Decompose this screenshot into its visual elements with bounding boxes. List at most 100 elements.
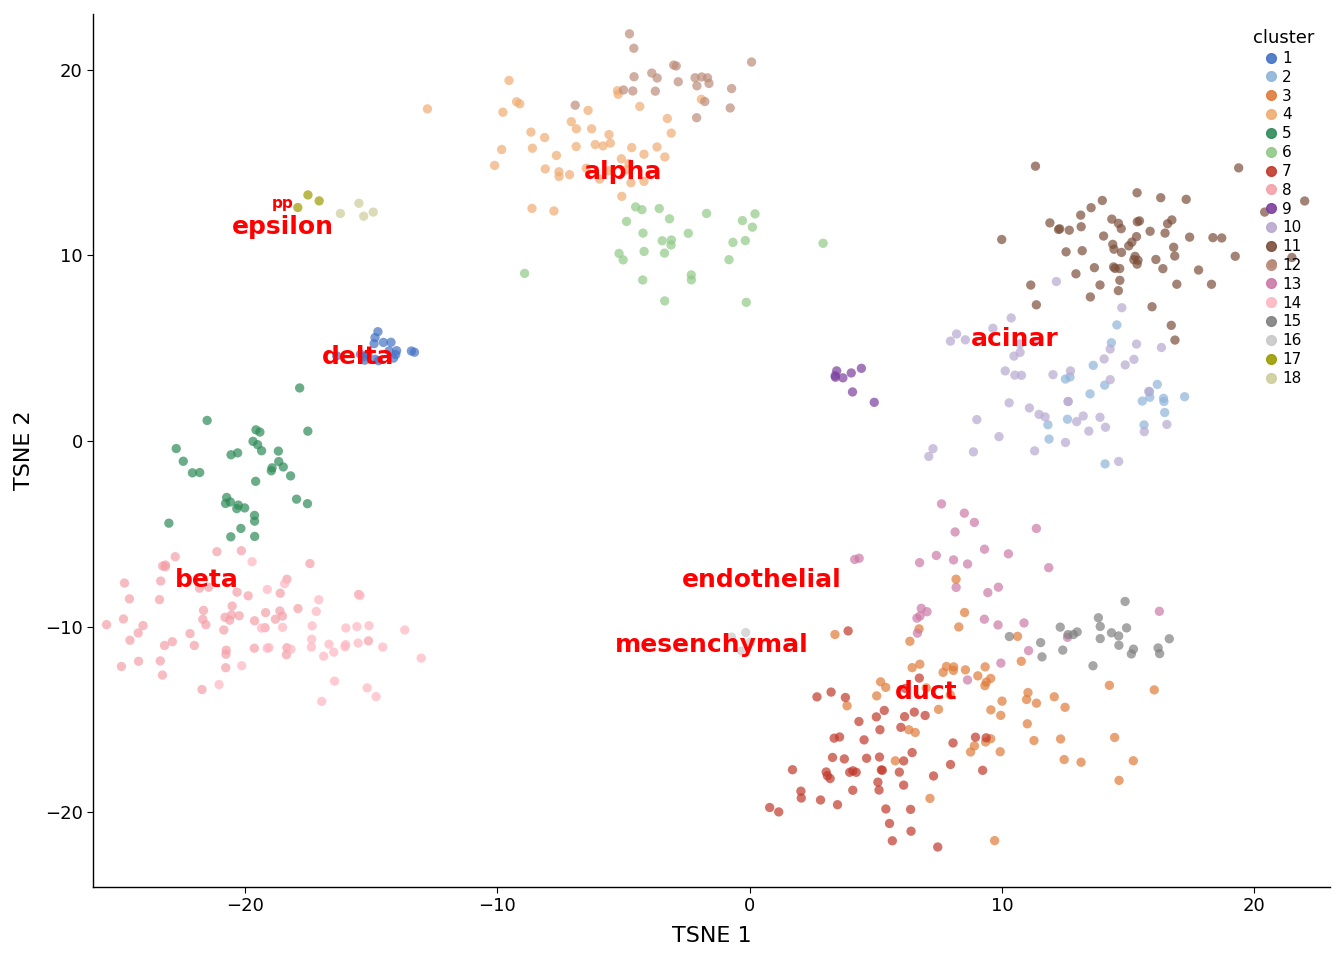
Point bbox=[1138, 384, 1160, 399]
Y-axis label: TSNE 2: TSNE 2 bbox=[13, 411, 34, 490]
Point bbox=[1070, 755, 1091, 770]
Point bbox=[868, 782, 890, 798]
Point bbox=[863, 395, 884, 410]
Point bbox=[1118, 238, 1140, 253]
Point bbox=[190, 465, 211, 480]
Point bbox=[521, 140, 543, 156]
Point bbox=[884, 754, 906, 769]
Point bbox=[1126, 228, 1148, 244]
Point bbox=[1141, 300, 1163, 315]
Point bbox=[641, 65, 663, 81]
Point bbox=[982, 321, 1004, 336]
Point bbox=[1030, 635, 1051, 650]
Point bbox=[153, 637, 175, 653]
Point bbox=[560, 114, 582, 130]
Point bbox=[297, 496, 319, 512]
Point bbox=[1109, 261, 1130, 276]
Point bbox=[646, 70, 668, 85]
Point bbox=[1101, 335, 1122, 350]
Point bbox=[271, 609, 293, 624]
Point bbox=[208, 677, 230, 692]
Point bbox=[1107, 454, 1129, 469]
Point bbox=[1103, 242, 1125, 257]
Point bbox=[871, 762, 892, 778]
Point bbox=[1052, 642, 1074, 658]
Point bbox=[991, 231, 1012, 247]
Point bbox=[329, 205, 351, 221]
Point bbox=[745, 206, 766, 222]
Point bbox=[267, 444, 289, 459]
Point bbox=[1025, 520, 1047, 536]
Point bbox=[1149, 646, 1171, 661]
Point bbox=[265, 612, 286, 627]
Point bbox=[289, 380, 310, 396]
Point bbox=[739, 635, 761, 650]
Point bbox=[1149, 604, 1171, 619]
Point bbox=[366, 689, 387, 705]
Point bbox=[505, 94, 527, 109]
Point bbox=[192, 612, 214, 627]
Point bbox=[1106, 317, 1128, 332]
Point bbox=[617, 162, 638, 178]
Point bbox=[214, 610, 235, 625]
Point bbox=[1017, 684, 1039, 700]
Point bbox=[1048, 222, 1070, 237]
Point bbox=[1054, 700, 1075, 715]
Point bbox=[269, 603, 290, 618]
Point bbox=[234, 500, 255, 516]
Point bbox=[659, 211, 680, 227]
Point bbox=[848, 551, 870, 566]
Point bbox=[620, 175, 641, 190]
Point bbox=[323, 644, 344, 660]
Point bbox=[164, 549, 185, 564]
Point bbox=[720, 81, 742, 96]
Point bbox=[939, 687, 961, 703]
Point bbox=[245, 473, 266, 489]
Point bbox=[1082, 358, 1103, 373]
Point bbox=[999, 396, 1020, 411]
Point bbox=[649, 201, 671, 216]
Point bbox=[308, 592, 329, 608]
Point bbox=[935, 659, 957, 674]
Point bbox=[215, 642, 237, 658]
Point bbox=[230, 520, 251, 536]
Point bbox=[696, 70, 718, 85]
Point bbox=[1150, 340, 1172, 355]
Point bbox=[918, 448, 939, 464]
Point bbox=[841, 782, 863, 798]
Point bbox=[128, 625, 149, 640]
Point bbox=[1153, 391, 1175, 406]
Point bbox=[1262, 256, 1284, 272]
Point bbox=[1058, 394, 1079, 409]
Point bbox=[227, 445, 249, 461]
Point bbox=[566, 121, 587, 136]
Point bbox=[1126, 256, 1148, 272]
Point bbox=[837, 623, 859, 638]
Point bbox=[310, 694, 332, 709]
Point bbox=[668, 74, 689, 89]
Point bbox=[867, 775, 888, 790]
Point bbox=[939, 756, 961, 772]
Point bbox=[665, 59, 687, 74]
Point bbox=[992, 693, 1013, 708]
Point bbox=[621, 140, 642, 156]
Point bbox=[1101, 625, 1122, 640]
Point bbox=[720, 630, 742, 645]
Point bbox=[976, 675, 997, 690]
Point bbox=[888, 764, 910, 780]
Point bbox=[973, 612, 995, 627]
Point bbox=[401, 344, 422, 359]
Point bbox=[243, 529, 265, 544]
Point bbox=[543, 204, 564, 219]
Point bbox=[364, 330, 386, 346]
Point bbox=[1126, 185, 1148, 201]
Point bbox=[691, 91, 712, 107]
Point bbox=[968, 668, 989, 684]
Point bbox=[261, 463, 282, 478]
Point bbox=[824, 368, 845, 383]
Point bbox=[214, 622, 235, 637]
Point bbox=[179, 626, 200, 641]
Point bbox=[1099, 342, 1121, 357]
Point bbox=[1126, 214, 1148, 229]
Point bbox=[1081, 200, 1102, 215]
